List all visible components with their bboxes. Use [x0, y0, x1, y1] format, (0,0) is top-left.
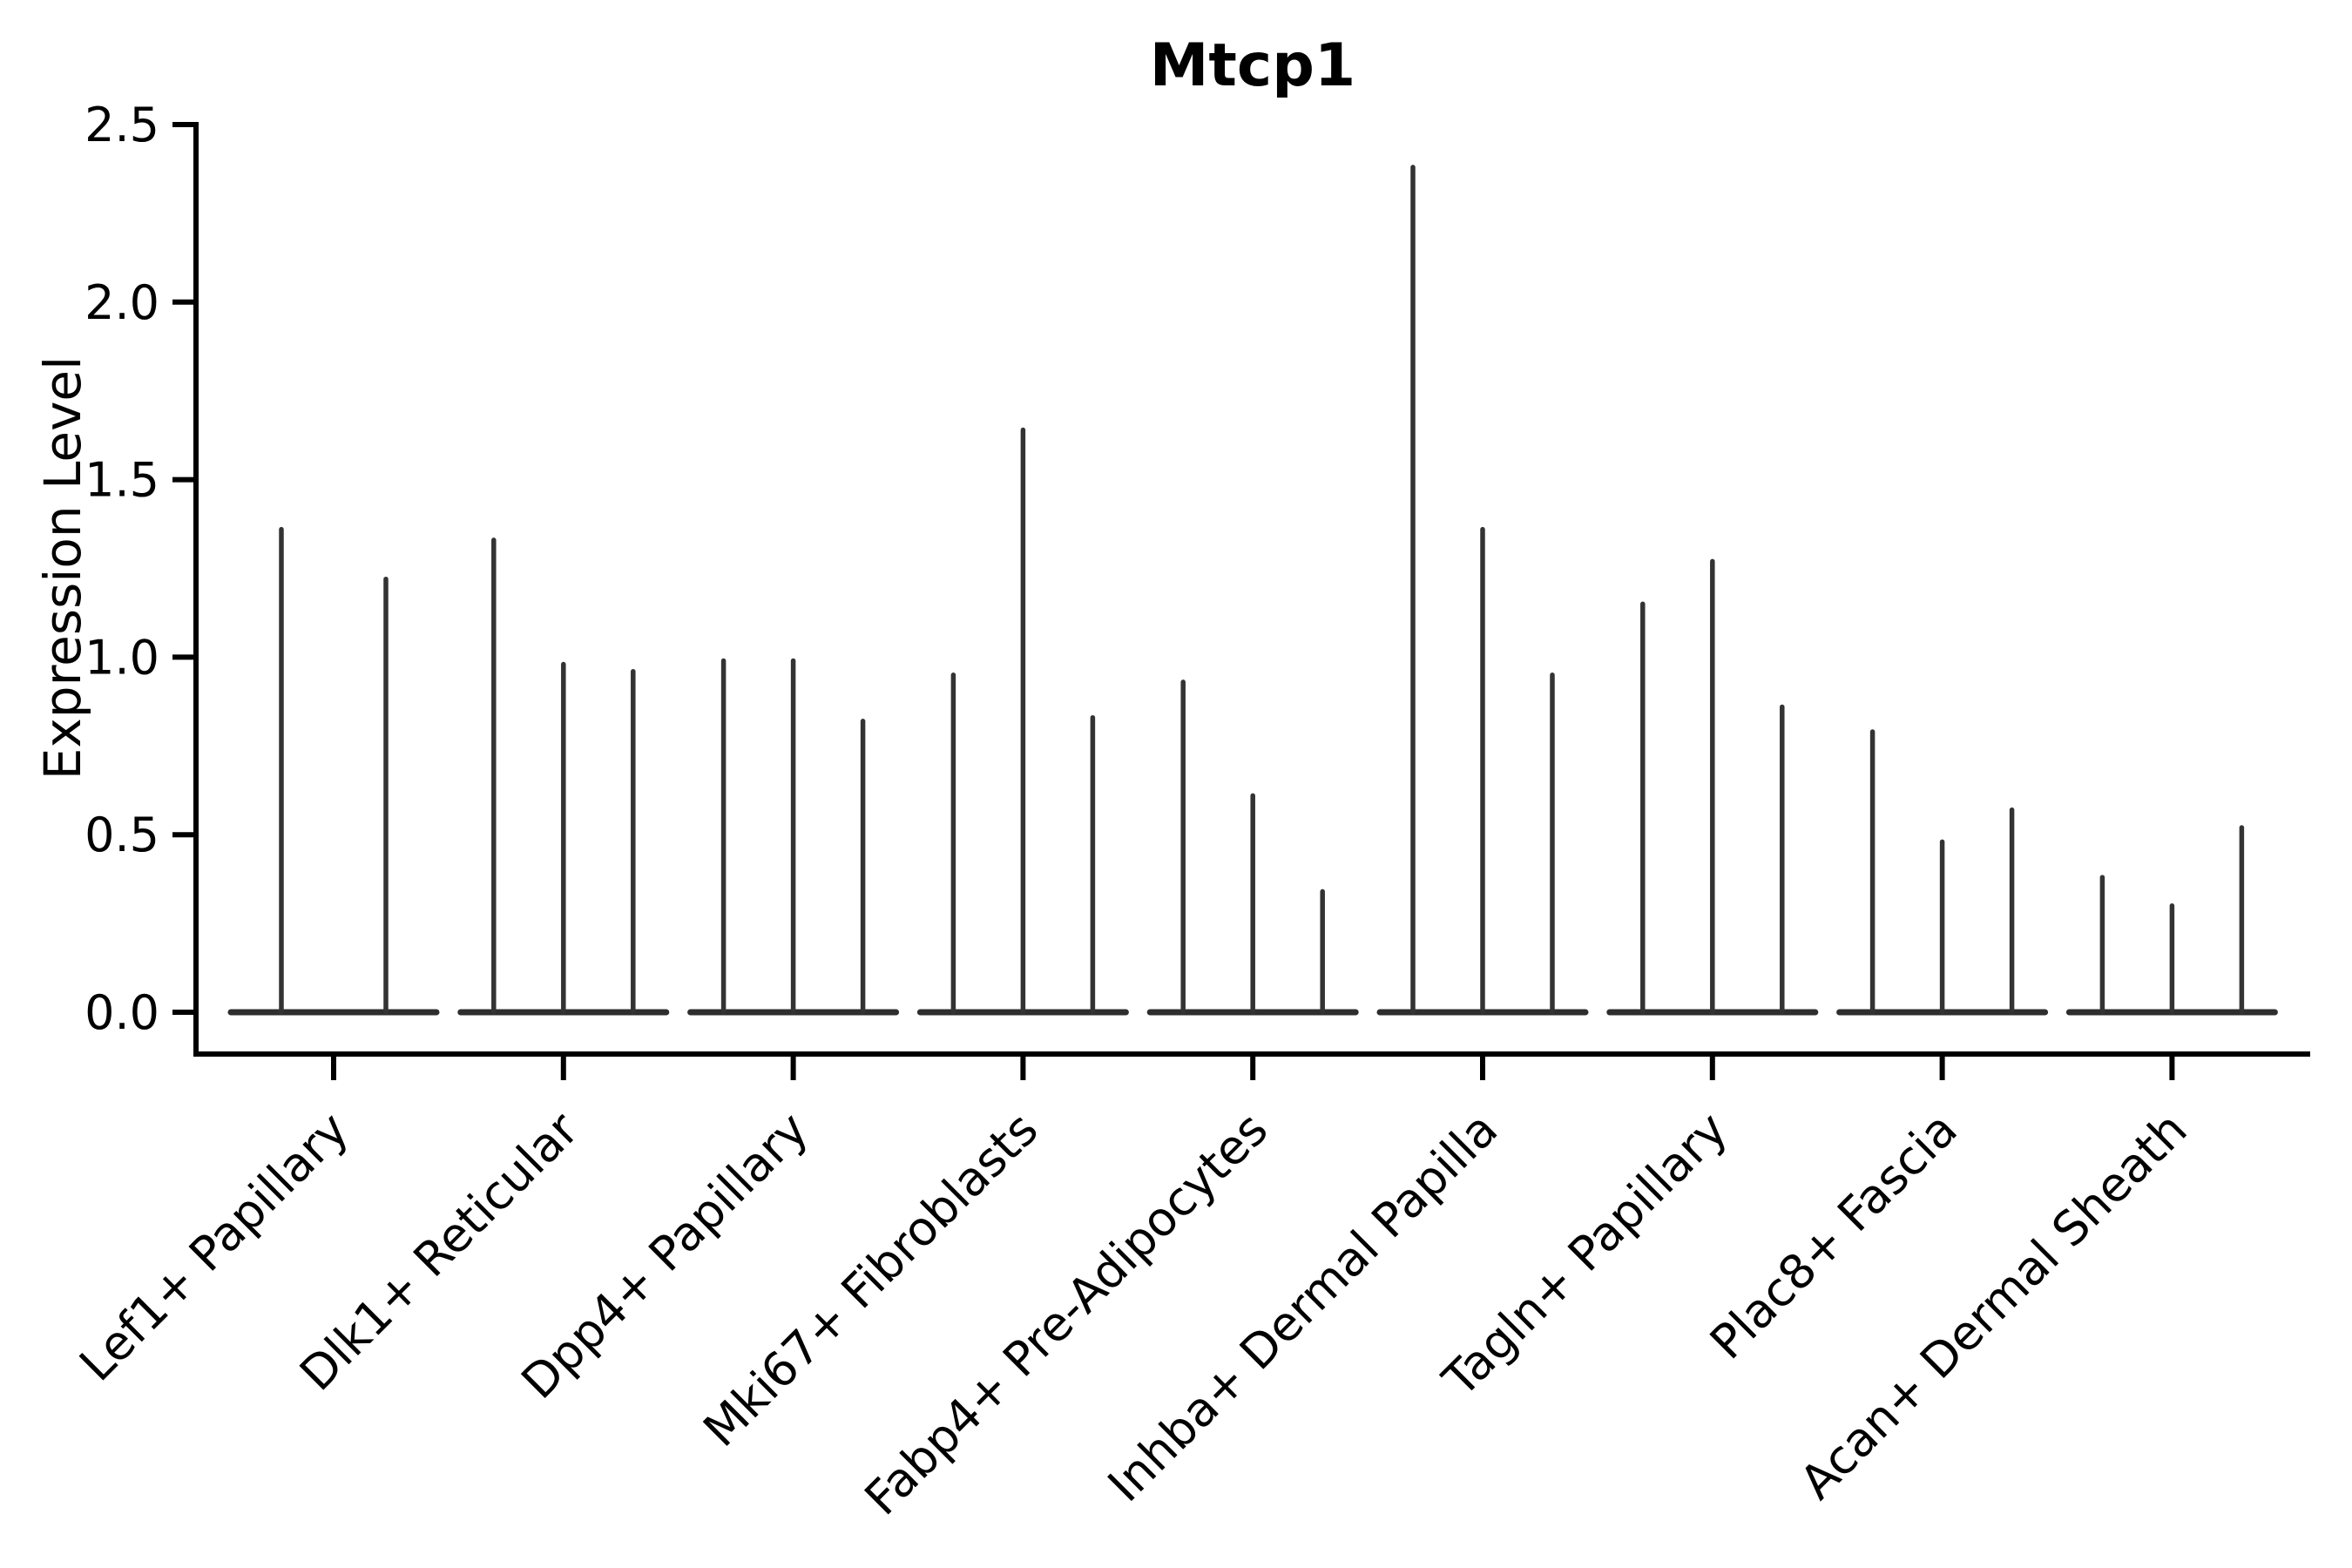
y-tick-label: 2.0 — [84, 275, 159, 330]
y-tick-label: 0.5 — [84, 808, 159, 862]
y-tick-label: 2.5 — [84, 98, 159, 152]
x-tick-label: Acan+ Dermal Sheath — [1789, 1102, 2197, 1510]
y-tick-label: 1.0 — [84, 630, 159, 685]
x-tick-label: Inhba+ Dermal Papilla — [1098, 1102, 1508, 1512]
y-tick-label: 1.5 — [84, 453, 159, 508]
plot-title: Mtcp1 — [1149, 31, 1356, 100]
x-tick-label: Plac8+ Fascia — [1700, 1102, 1968, 1370]
x-tick-label: Fabp4+ Pre-Adipocytes — [855, 1102, 1279, 1526]
y-tick-label: 0.0 — [84, 985, 159, 1040]
